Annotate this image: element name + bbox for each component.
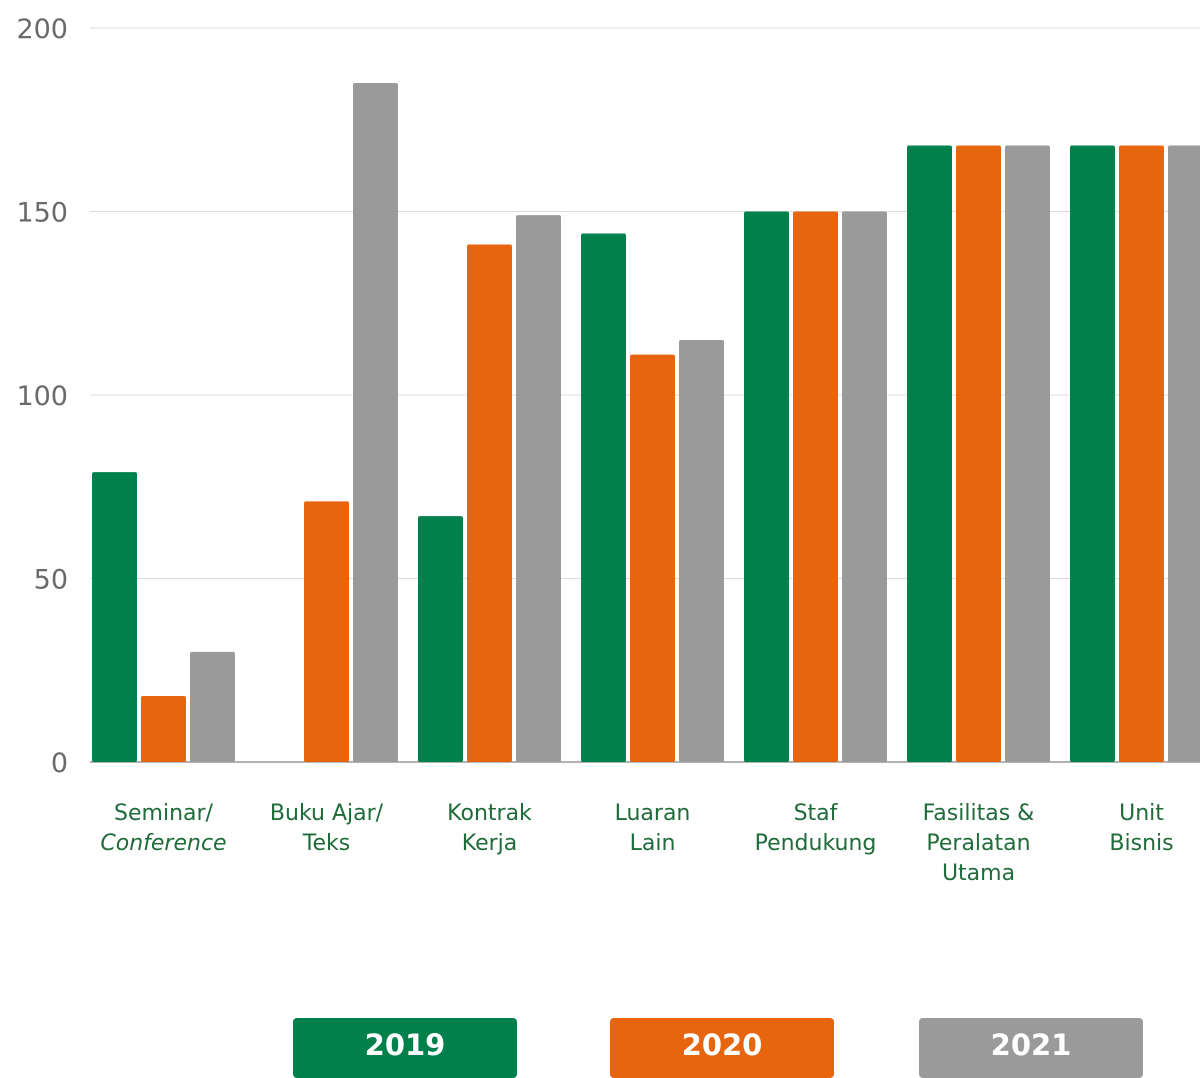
bar-2021-3 xyxy=(679,339,724,762)
bar-2020-2 xyxy=(467,244,512,762)
legend-label: 2019 xyxy=(364,1028,446,1062)
bar-chart: 0 50 100 150 200 Seminar/Conference Buku Ajar… xyxy=(16,14,1200,886)
x-category-label: Staf Pendukung xyxy=(755,801,877,856)
legend: 2019 2020 2021 xyxy=(0,1018,1200,1078)
bar-2019-6 xyxy=(1070,145,1115,762)
bar-2021-6 xyxy=(1168,145,1200,762)
bar-2021-0 xyxy=(190,651,235,762)
bar-2019-3 xyxy=(581,233,626,762)
y-tick-label: 100 xyxy=(16,381,68,412)
bar-2021-1 xyxy=(353,83,398,763)
x-category-label: Luaran Lain xyxy=(615,801,691,856)
bar-2021-4 xyxy=(842,211,887,762)
bar-2019-4 xyxy=(744,211,789,762)
x-axis-category-labels: Seminar/Conference Buku Ajar/Teks Kontrak K… xyxy=(100,801,1173,886)
bar-2020-3 xyxy=(630,354,675,762)
y-tick-label: 50 xyxy=(34,565,68,596)
legend-label: 2021 xyxy=(990,1028,1072,1062)
legend-item-2021: 2021 xyxy=(919,1018,1143,1078)
bar-2019-5 xyxy=(907,145,952,762)
bar-2020-4 xyxy=(793,211,838,762)
x-category-label: Kontrak Kerja xyxy=(447,801,532,856)
x-category-label: Buku Ajar/Teks xyxy=(270,801,384,856)
bar-2020-1 xyxy=(304,501,349,762)
bar-2020-6 xyxy=(1119,145,1164,762)
legend-label: 2020 xyxy=(681,1028,763,1062)
x-category-label: Seminar/Conference xyxy=(100,801,226,856)
bar-2020-5 xyxy=(956,145,1001,762)
x-category-label: Fasilitas & Peralatan Utama xyxy=(923,801,1035,886)
bar-2021-5 xyxy=(1005,145,1050,762)
bar-2019-2 xyxy=(418,516,463,762)
x-category-label: Unit Bisnis xyxy=(1109,801,1173,856)
bar-2020-0 xyxy=(141,695,186,762)
legend-item-2020: 2020 xyxy=(610,1018,834,1078)
legend-item-2019: 2019 xyxy=(293,1018,517,1078)
y-tick-label: 150 xyxy=(16,198,68,229)
bars xyxy=(92,83,1200,763)
y-tick-label: 0 xyxy=(51,748,68,779)
bar-2021-2 xyxy=(516,215,561,763)
y-tick-label: 200 xyxy=(16,14,68,45)
bar-2019-0 xyxy=(92,472,137,762)
y-axis-ticks: 0 50 100 150 200 xyxy=(16,14,68,779)
